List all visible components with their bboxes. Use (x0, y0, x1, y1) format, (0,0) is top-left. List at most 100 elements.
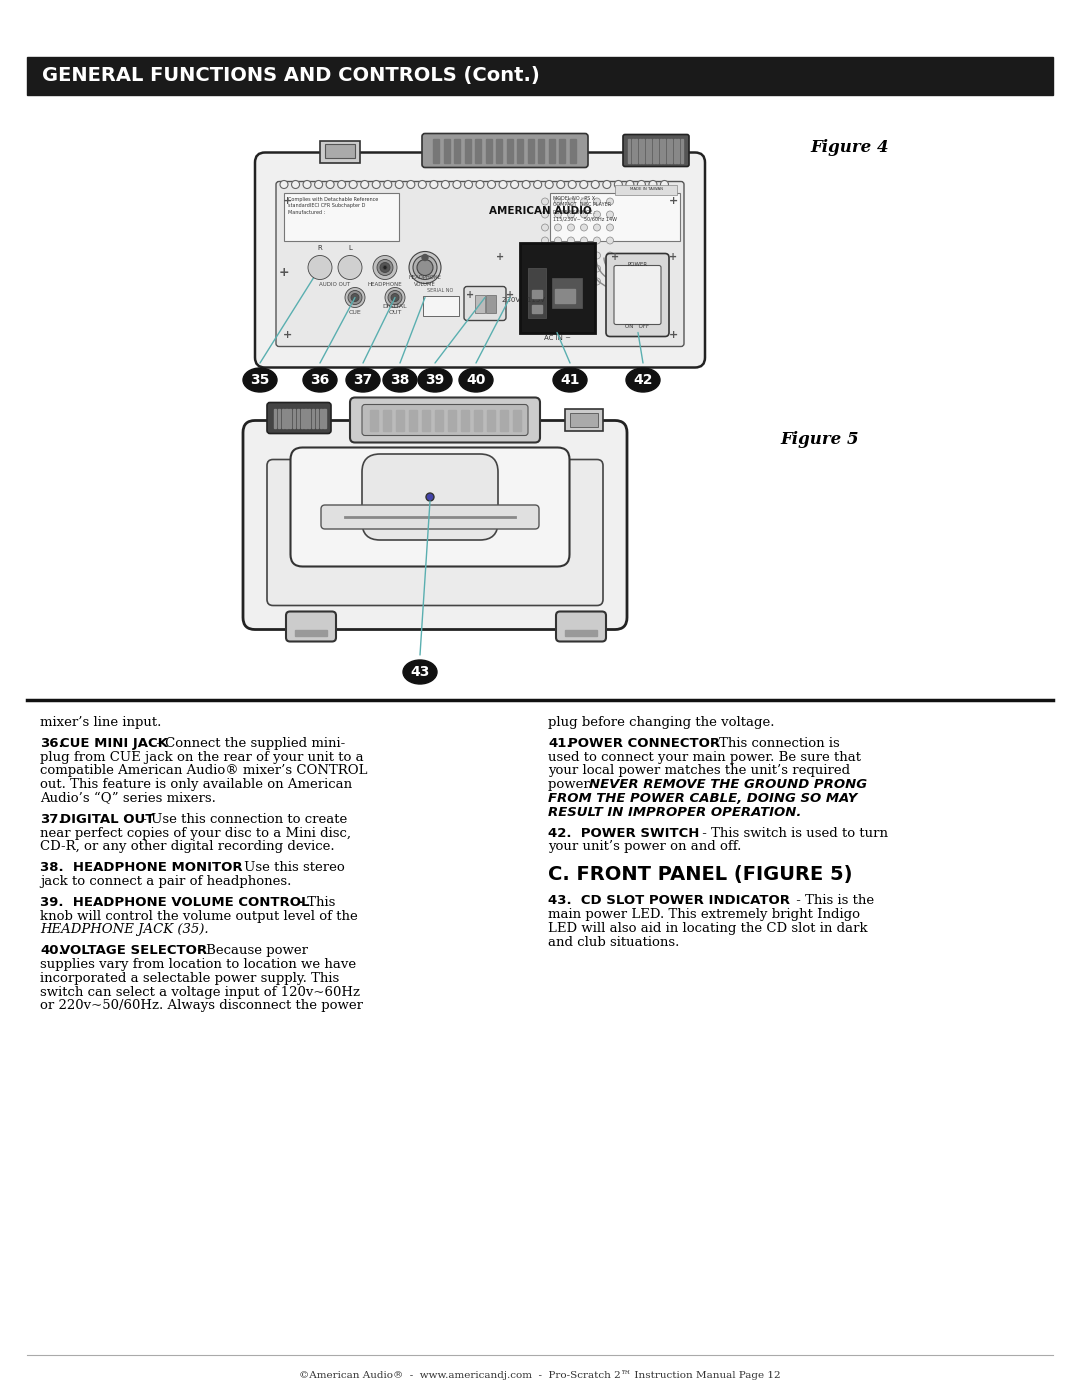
Circle shape (541, 224, 549, 231)
Circle shape (384, 288, 405, 307)
Text: 230V   115V: 230V 115V (501, 298, 544, 303)
Bar (486, 295, 496, 313)
Text: 38: 38 (390, 373, 409, 387)
Circle shape (567, 265, 575, 272)
Bar (513, 409, 521, 430)
Ellipse shape (403, 659, 437, 685)
Text: GENERAL FUNCTIONS AND CONTROLS (Cont.): GENERAL FUNCTIONS AND CONTROLS (Cont.) (42, 67, 540, 85)
Circle shape (407, 180, 415, 189)
Text: NEVER REMOVE THE GROUND PRONG: NEVER REMOVE THE GROUND PRONG (589, 778, 867, 791)
Bar (517, 138, 523, 162)
Bar (409, 409, 417, 430)
FancyBboxPatch shape (422, 134, 588, 168)
Circle shape (554, 278, 562, 285)
Text: compatible American Audio® mixer’s CONTROL: compatible American Audio® mixer’s CONTR… (40, 764, 367, 777)
Bar (656, 138, 658, 162)
Bar (278, 408, 280, 427)
Bar (528, 267, 546, 317)
Ellipse shape (303, 367, 337, 393)
Bar (632, 138, 634, 162)
Bar (550, 193, 680, 240)
Bar (635, 138, 637, 162)
Bar (569, 138, 576, 162)
Circle shape (581, 237, 588, 244)
Circle shape (554, 211, 562, 218)
Bar (474, 409, 482, 430)
Bar (320, 141, 360, 162)
Bar (312, 408, 314, 427)
Circle shape (607, 265, 613, 272)
Bar (423, 296, 459, 316)
Text: CUE: CUE (349, 310, 362, 314)
Text: 42: 42 (633, 373, 652, 387)
Circle shape (380, 263, 390, 272)
Circle shape (554, 224, 562, 231)
Text: plug before changing the voltage.: plug before changing the voltage. (548, 717, 774, 729)
Text: SERIAL NO: SERIAL NO (427, 289, 454, 293)
Text: +: + (669, 197, 677, 207)
Circle shape (280, 180, 288, 189)
Bar (527, 138, 534, 162)
Text: Figure 5: Figure 5 (780, 432, 859, 448)
Circle shape (581, 211, 588, 218)
Bar (677, 138, 679, 162)
Circle shape (607, 278, 613, 285)
Circle shape (345, 288, 365, 307)
Text: AMERICAN AUDIO: AMERICAN AUDIO (488, 207, 592, 217)
Text: - Connect the supplied mini-: - Connect the supplied mini- (152, 736, 346, 750)
Bar (565, 408, 603, 430)
Bar (295, 630, 327, 636)
FancyBboxPatch shape (286, 612, 336, 641)
Bar (444, 138, 449, 162)
Bar (293, 408, 295, 427)
Circle shape (346, 264, 354, 271)
Circle shape (594, 251, 600, 258)
Circle shape (545, 180, 553, 189)
Circle shape (391, 293, 399, 302)
Circle shape (594, 224, 600, 231)
Text: R: R (318, 244, 322, 250)
Circle shape (567, 198, 575, 205)
Text: 40.: 40. (40, 944, 64, 957)
Circle shape (607, 224, 613, 231)
Text: CUE MINI JACK: CUE MINI JACK (60, 736, 167, 750)
Circle shape (661, 180, 669, 189)
Circle shape (567, 237, 575, 244)
Bar (652, 138, 654, 162)
Text: DIGITAL
OUT: DIGITAL OUT (382, 303, 407, 314)
Text: Figure 4: Figure 4 (810, 140, 889, 156)
Circle shape (409, 251, 441, 284)
Circle shape (541, 278, 549, 285)
Circle shape (442, 180, 449, 189)
Text: ON   OFF: ON OFF (625, 324, 649, 328)
Bar (680, 138, 683, 162)
Circle shape (637, 180, 646, 189)
Circle shape (615, 180, 622, 189)
Circle shape (464, 180, 472, 189)
Circle shape (554, 198, 562, 205)
Circle shape (349, 180, 357, 189)
Bar (27, 57, 1053, 95)
Text: 36.: 36. (40, 736, 64, 750)
Circle shape (607, 211, 613, 218)
Text: -: - (293, 895, 303, 909)
Text: FROM THE POWER CABLE, DOING SO MAY: FROM THE POWER CABLE, DOING SO MAY (548, 792, 858, 805)
Bar (396, 409, 404, 430)
Text: 38.  HEADPHONE MONITOR: 38. HEADPHONE MONITOR (40, 861, 243, 875)
Text: POWER CONNECTOR: POWER CONNECTOR (568, 736, 720, 750)
Bar (532, 289, 542, 298)
Circle shape (594, 265, 600, 272)
Bar (289, 408, 292, 427)
Circle shape (338, 180, 346, 189)
Circle shape (541, 198, 549, 205)
Bar (486, 138, 491, 162)
Bar (308, 408, 310, 427)
Text: HEADPHONE JACK (35).: HEADPHONE JACK (35). (40, 923, 208, 936)
Text: +: + (669, 253, 677, 263)
FancyBboxPatch shape (255, 152, 705, 367)
Text: +: + (282, 197, 292, 207)
Circle shape (361, 180, 368, 189)
Text: 35: 35 (251, 373, 270, 387)
Bar (642, 138, 644, 162)
Circle shape (348, 265, 352, 270)
